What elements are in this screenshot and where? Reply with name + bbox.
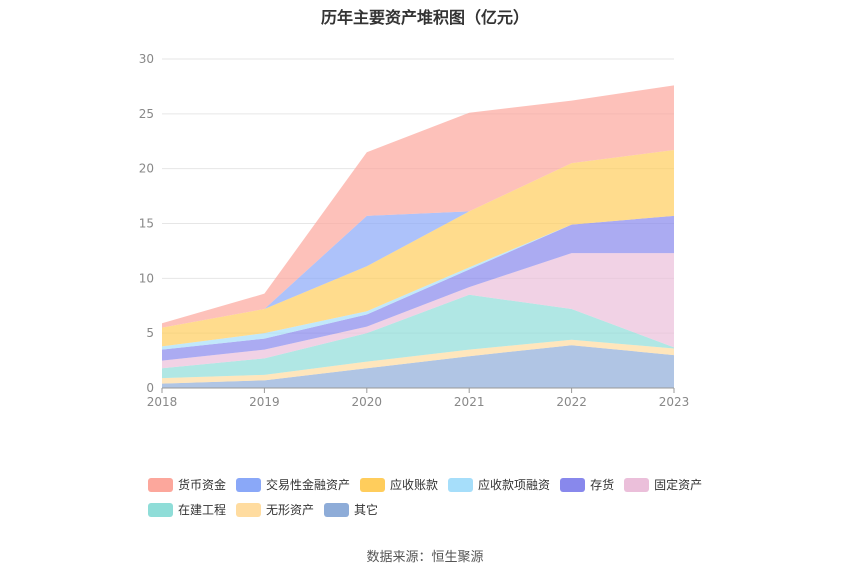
legend-label: 存货 — [590, 478, 615, 492]
legend-swatch — [624, 477, 650, 492]
y-tick-label: 15 — [139, 217, 154, 231]
legend-item[interactable]: 应收账款 — [360, 476, 438, 493]
area-series-8 — [162, 85, 674, 328]
area-series-0 — [162, 345, 674, 388]
area-series — [162, 85, 674, 388]
legend-row: 在建工程 无形资产 其它 — [148, 497, 748, 522]
legend-swatch — [560, 477, 586, 492]
y-tick-label: 30 — [139, 52, 154, 66]
legend-item[interactable]: 应收款项融资 — [448, 476, 550, 493]
legend-swatch — [148, 477, 173, 492]
area-series-4 — [162, 215, 674, 361]
legend-label: 无形资产 — [266, 503, 315, 517]
area-series-1 — [162, 339, 674, 384]
legend-label: 应收账款 — [390, 478, 439, 492]
legend-item[interactable]: 其它 — [324, 501, 378, 518]
y-tick-label: 10 — [139, 271, 154, 285]
legend-row: 货币资金 交易性金融资产 应收账款 应收款项融资 存货 固定资产 — [148, 472, 748, 497]
area-series-3 — [162, 253, 674, 369]
area-series-2 — [162, 294, 674, 379]
area-series-6 — [162, 150, 674, 347]
legend-label: 交易性金融资产 — [266, 478, 351, 492]
y-tick-label: 20 — [139, 162, 154, 176]
x-tick-label: 2020 — [352, 395, 383, 409]
legend-label: 在建工程 — [178, 503, 227, 517]
axes: 0 5 10 15 20 25 30 2018 2019 2020 2021 2022 2023 — [139, 52, 690, 409]
data-source: 数据来源：恒生聚源 — [366, 550, 484, 565]
legend-item[interactable]: 在建工程 — [148, 501, 226, 518]
legend-swatch — [448, 477, 474, 492]
legend-label: 货币资金 — [178, 478, 227, 492]
legend: 货币资金 交易性金融资产 应收账款 应收款项融资 存货 固定资产 在建工程 无形资产 其它 — [148, 472, 748, 522]
legend-item[interactable]: 无形资产 — [236, 501, 314, 518]
x-tick-label: 2022 — [556, 395, 587, 409]
chart-title: 历年主要资产堆积图（亿元） — [320, 8, 529, 27]
legend-swatch — [148, 502, 173, 517]
legend-swatch — [236, 502, 262, 517]
legend-item[interactable]: 交易性金融资产 — [236, 476, 350, 493]
legend-label: 应收款项融资 — [478, 478, 551, 492]
legend-label: 其它 — [354, 503, 379, 517]
legend-item[interactable]: 货币资金 — [148, 476, 226, 493]
legend-swatch — [236, 477, 262, 492]
legend-swatch — [324, 502, 350, 517]
y-tick-label: 5 — [146, 326, 154, 340]
legend-swatch — [360, 477, 386, 492]
x-tick-label: 2018 — [147, 395, 178, 409]
x-tick-label: 2021 — [454, 395, 485, 409]
x-tick-label: 2019 — [249, 395, 280, 409]
y-tick-label: 25 — [139, 107, 154, 121]
x-tick-label: 2023 — [659, 395, 690, 409]
legend-item[interactable]: 存货 — [560, 476, 614, 493]
y-tick-label: 0 — [146, 381, 154, 395]
legend-label: 固定资产 — [654, 478, 703, 492]
legend-item[interactable]: 固定资产 — [624, 476, 702, 493]
